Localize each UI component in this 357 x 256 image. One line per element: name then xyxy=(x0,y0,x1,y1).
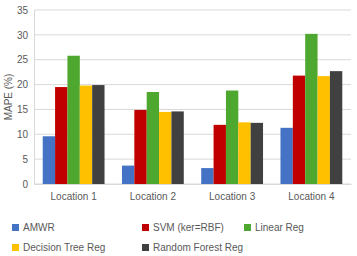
y-tick-label: 15 xyxy=(17,104,29,115)
bar xyxy=(330,71,342,184)
x-tick: Location 2 xyxy=(130,184,177,202)
legend-label: Decision Tree Reg xyxy=(23,242,105,253)
legend-item: Decision Tree Reg xyxy=(12,242,105,253)
legend-swatch xyxy=(12,244,19,251)
y-tick: 20 xyxy=(17,79,34,90)
bar xyxy=(226,91,238,184)
series xyxy=(92,71,342,184)
y-tick: 5 xyxy=(22,154,34,165)
legend-swatch xyxy=(142,244,149,251)
legend: AMWR SVM (ker=RBF) Linear Reg Decision Tree… xyxy=(12,222,304,253)
bar xyxy=(55,87,67,184)
y-tick-label: 30 xyxy=(17,30,29,41)
bar xyxy=(43,136,55,184)
bar xyxy=(318,76,330,184)
x-tick-label: Location 1 xyxy=(51,191,98,202)
y-tick-label: 20 xyxy=(17,79,29,90)
bar xyxy=(67,56,79,184)
chart: 05101520253035Location 1Location 2Locati… xyxy=(0,0,357,256)
y-tick-label: 35 xyxy=(17,5,29,16)
bar xyxy=(171,111,183,184)
legend-item: Random Forest Reg xyxy=(142,242,243,253)
grid-line xyxy=(34,34,351,35)
bar xyxy=(280,128,292,184)
bar xyxy=(214,125,226,184)
x-tick: Location 4 xyxy=(288,184,335,202)
x-tick-label: Location 4 xyxy=(288,191,335,202)
legend-label: Linear Reg xyxy=(255,222,304,233)
y-axis-title: MAPE (%) xyxy=(3,74,14,121)
y-tick-label: 25 xyxy=(17,54,29,65)
y-tick: 30 xyxy=(17,30,34,41)
grid xyxy=(34,10,351,184)
bar xyxy=(122,166,134,184)
legend-swatch xyxy=(244,224,251,231)
y-tick: 25 xyxy=(17,54,34,65)
x-axis-line xyxy=(35,184,352,185)
legend-label: Random Forest Reg xyxy=(153,242,243,253)
grid-line xyxy=(34,59,351,60)
series xyxy=(55,76,305,184)
legend-label: AMWR xyxy=(23,222,55,233)
bar xyxy=(92,85,104,184)
bar xyxy=(80,86,92,184)
grid-line xyxy=(34,10,351,11)
x-axis: Location 1 Location 2 Location 3 Location 4 xyxy=(35,184,352,202)
y-tick-label: 5 xyxy=(22,154,28,165)
bar xyxy=(134,110,146,184)
bar xyxy=(305,34,317,184)
y-tick: 10 xyxy=(17,129,34,140)
x-tick: Location 3 xyxy=(209,184,256,202)
legend-swatch xyxy=(12,224,19,231)
bar xyxy=(147,92,159,184)
bar xyxy=(238,122,250,184)
bar xyxy=(293,76,305,184)
bar xyxy=(201,168,213,184)
x-tick: Location 1 xyxy=(51,184,98,202)
legend-label: SVM (ker=RBF) xyxy=(153,222,224,233)
bars xyxy=(43,34,343,184)
plot-area: 05101520253035Location 1Location 2Locati… xyxy=(17,5,352,202)
legend-swatch xyxy=(142,224,149,231)
y-axis: 0 5 10 15 20 25 30 35 xyxy=(17,5,35,190)
y-tick: 15 xyxy=(17,104,34,115)
y-tick-label: 10 xyxy=(17,129,29,140)
bar xyxy=(159,112,171,184)
bar xyxy=(251,123,263,184)
series xyxy=(67,34,317,184)
series xyxy=(80,76,330,184)
y-tick: 35 xyxy=(17,5,34,16)
legend-item: AMWR xyxy=(12,222,55,233)
y-tick-label: 0 xyxy=(22,179,28,190)
x-tick-label: Location 3 xyxy=(209,191,256,202)
x-tick-label: Location 2 xyxy=(130,191,177,202)
y-axis-line xyxy=(34,11,35,185)
legend-item: Linear Reg xyxy=(244,222,304,233)
y-tick: 0 xyxy=(22,179,34,190)
legend-item: SVM (ker=RBF) xyxy=(142,222,224,233)
